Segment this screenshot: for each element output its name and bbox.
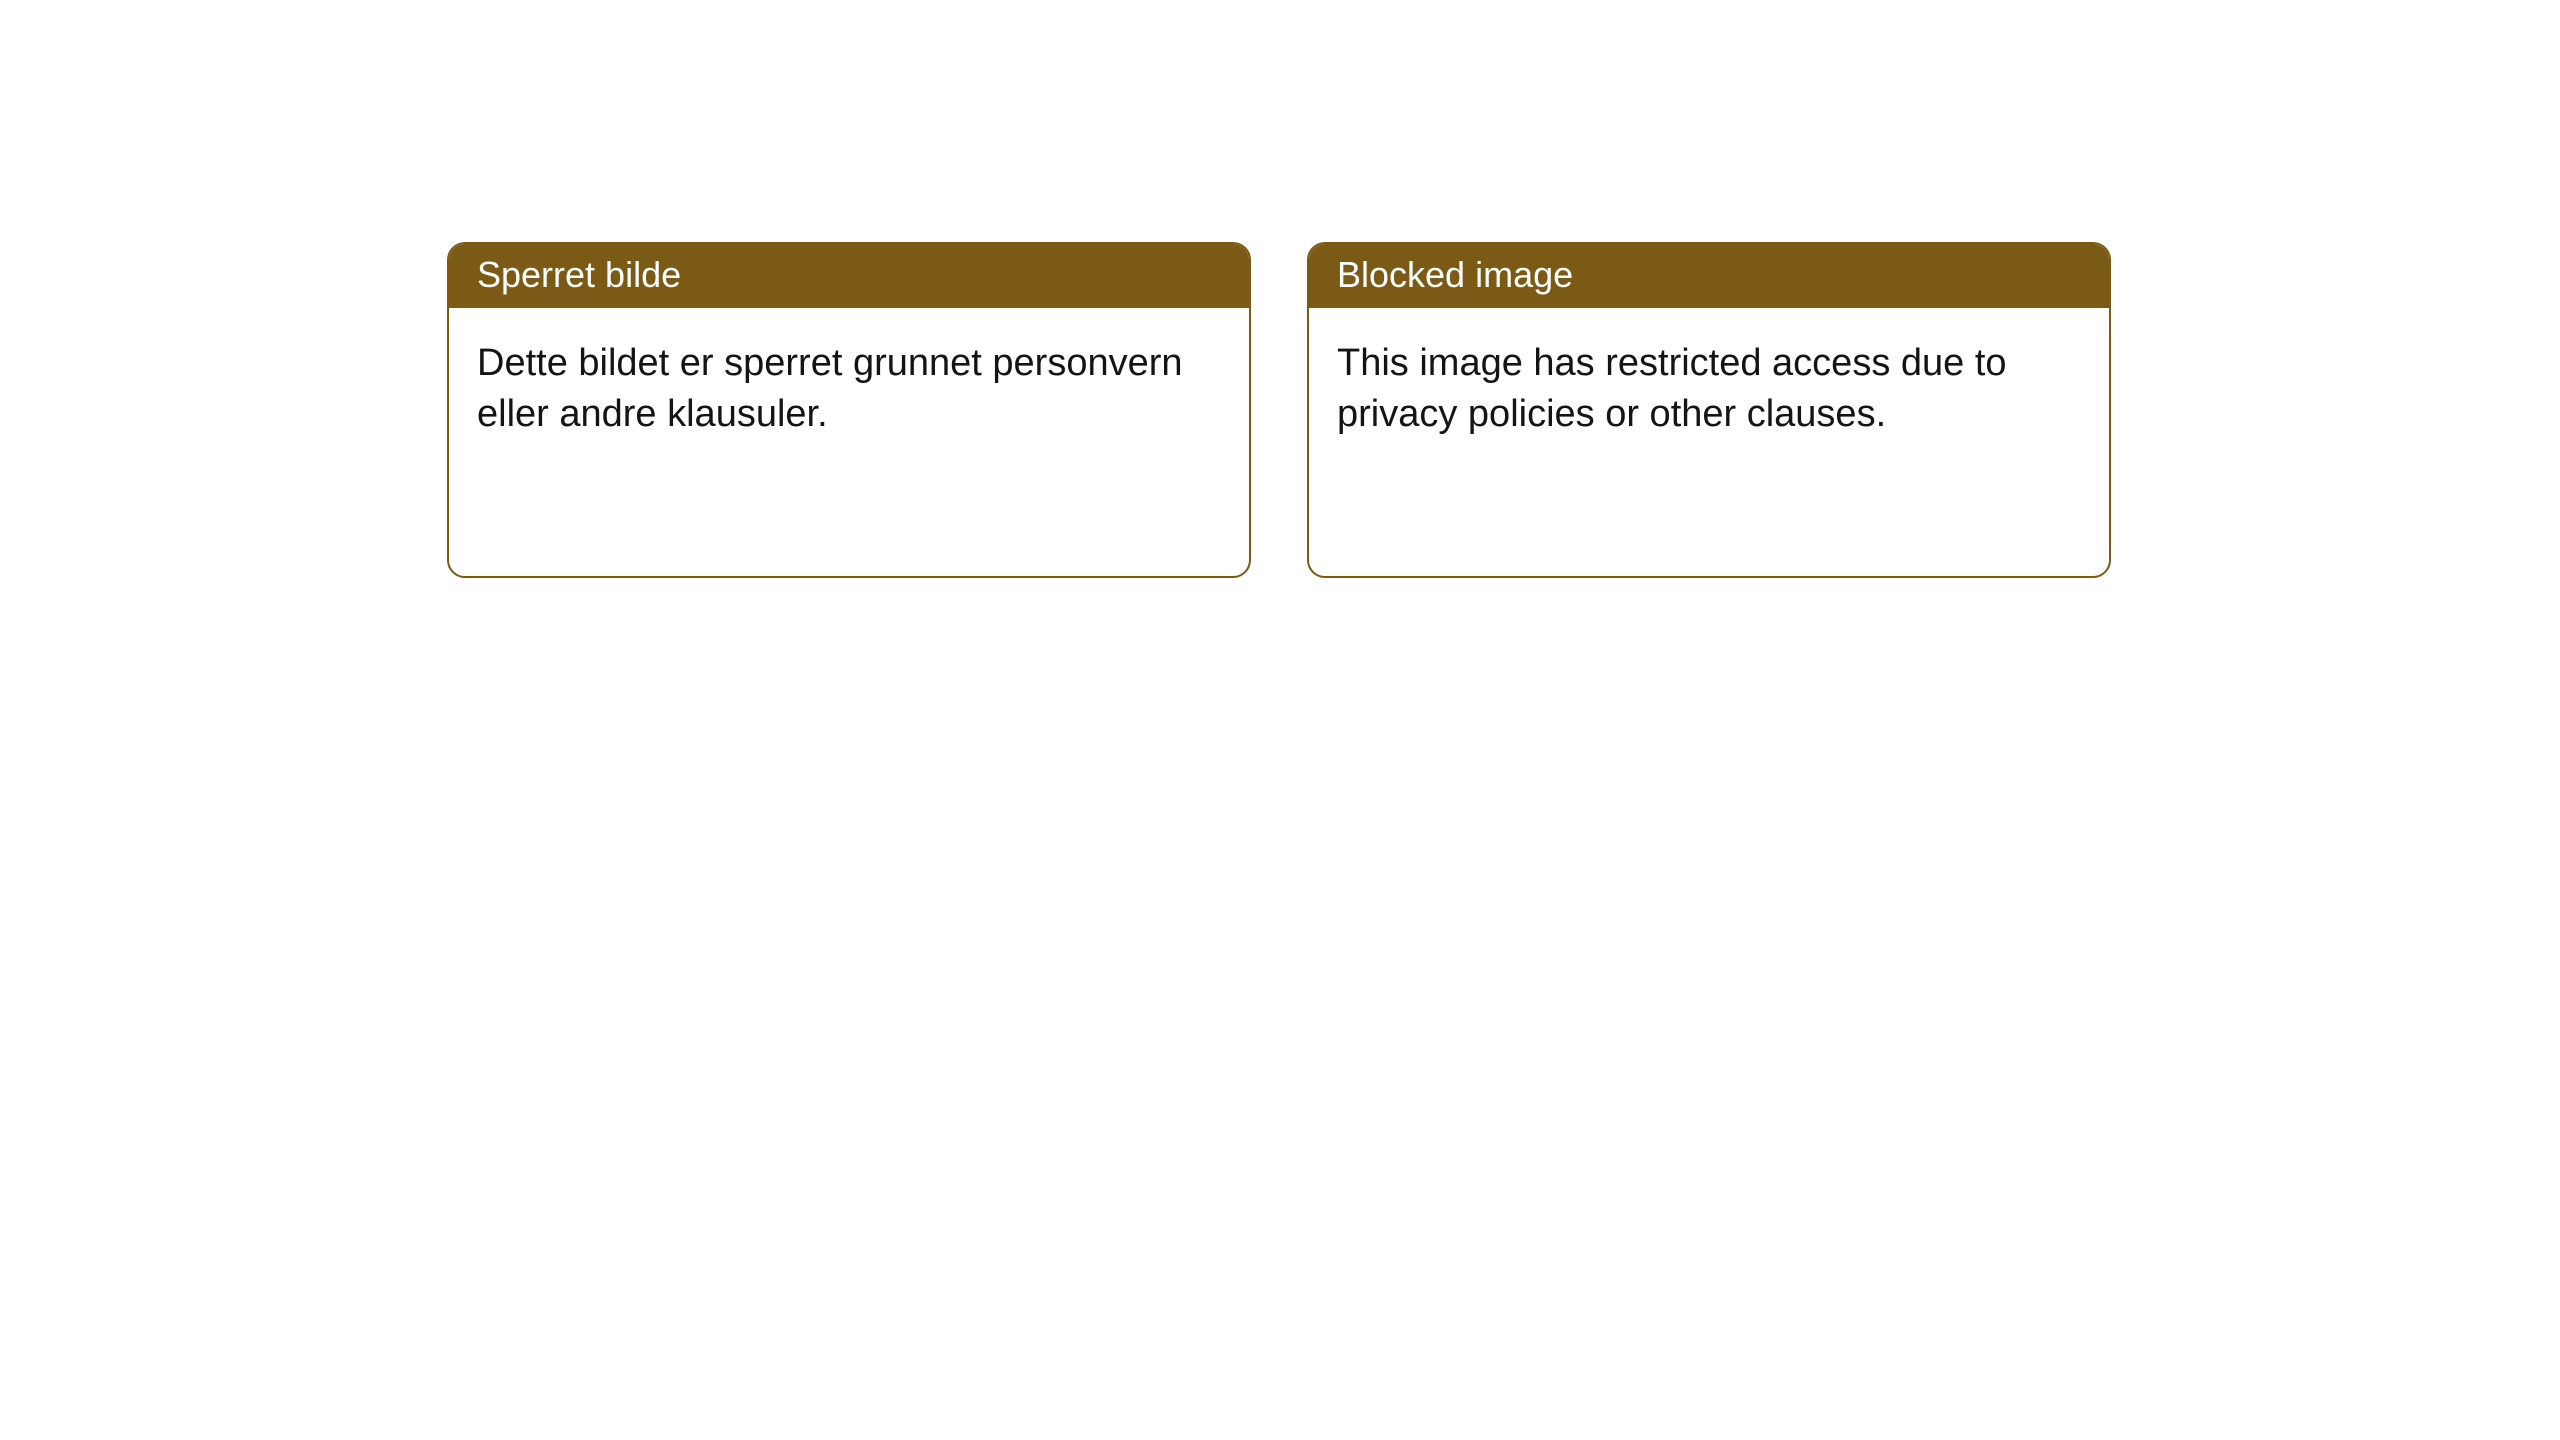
notice-container: Sperret bilde Dette bildet er sperret gr… bbox=[0, 0, 2560, 578]
card-body: This image has restricted access due to … bbox=[1309, 308, 2109, 471]
card-body-text: This image has restricted access due to … bbox=[1337, 342, 2007, 435]
card-title: Blocked image bbox=[1337, 254, 1573, 295]
card-header: Blocked image bbox=[1309, 244, 2109, 308]
card-header: Sperret bilde bbox=[449, 244, 1249, 308]
notice-card-english: Blocked image This image has restricted … bbox=[1307, 242, 2111, 578]
notice-card-norwegian: Sperret bilde Dette bildet er sperret gr… bbox=[447, 242, 1251, 578]
card-title: Sperret bilde bbox=[477, 254, 681, 295]
card-body-text: Dette bildet er sperret grunnet personve… bbox=[477, 342, 1183, 435]
card-body: Dette bildet er sperret grunnet personve… bbox=[449, 308, 1249, 471]
